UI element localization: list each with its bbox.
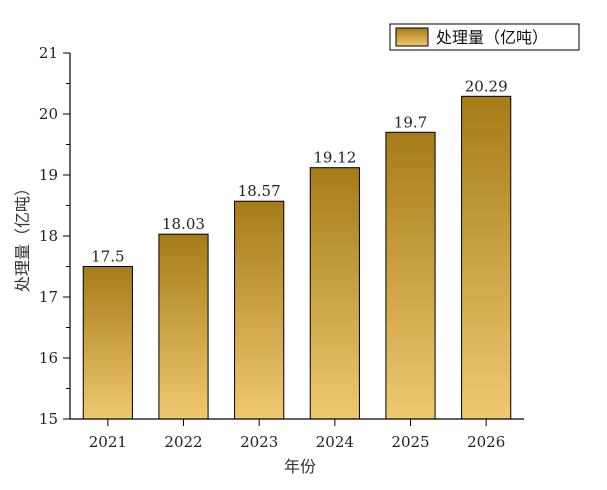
data-label-2022: 18.03 xyxy=(162,215,205,233)
x-tick-label-2021: 2021 xyxy=(89,433,127,451)
data-label-2025: 19.7 xyxy=(394,113,427,131)
data-label-2023: 18.57 xyxy=(238,182,281,200)
x-tick-label-2024: 2024 xyxy=(316,433,354,451)
bar-2022 xyxy=(158,233,209,420)
bar-2021 xyxy=(82,266,133,420)
data-label-2026: 20.29 xyxy=(465,77,508,95)
x-tick-label-2025: 2025 xyxy=(391,433,429,451)
bar-2024 xyxy=(309,167,360,420)
y-tick-label: 15 xyxy=(39,410,58,428)
y-tick-label: 17 xyxy=(39,288,58,306)
data-label-2024: 19.12 xyxy=(313,149,356,167)
x-axis-title: 年份 xyxy=(284,457,316,476)
bar-2023 xyxy=(234,200,285,420)
x-tick-label-2026: 2026 xyxy=(467,433,505,451)
x-tick-label-2022: 2022 xyxy=(164,433,202,451)
bar-2025 xyxy=(385,131,436,420)
y-tick-label: 21 xyxy=(39,44,58,62)
data-label-2021: 17.5 xyxy=(91,248,124,266)
legend: 处理量（亿吨） xyxy=(389,23,580,51)
legend-swatch xyxy=(395,27,429,47)
y-tick-label: 16 xyxy=(39,349,58,367)
y-tick-label: 20 xyxy=(39,105,58,123)
x-tick-label-2023: 2023 xyxy=(240,433,278,451)
legend-label: 处理量（亿吨） xyxy=(436,28,548,47)
y-tick-label: 18 xyxy=(39,227,58,245)
y-axis-title: 处理量（亿吨） xyxy=(13,180,32,292)
bar-2026 xyxy=(461,95,512,420)
y-tick-label: 19 xyxy=(39,166,58,184)
